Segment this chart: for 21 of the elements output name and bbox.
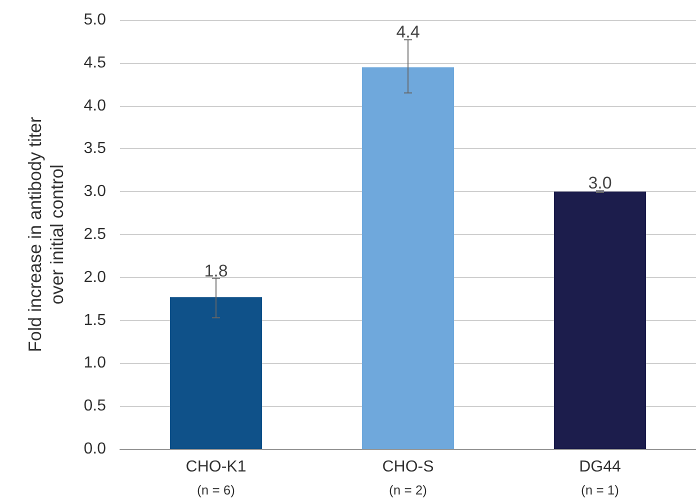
x-tick-label: DG44 (n = 1) xyxy=(579,458,621,498)
y-tick-label: 1.0 xyxy=(84,354,106,372)
y-tick-label: 0.0 xyxy=(84,440,106,458)
bar xyxy=(554,192,646,449)
data-label: 3.0 xyxy=(588,174,612,193)
x-tick-label: CHO-K1 (n = 6) xyxy=(186,458,246,498)
bar xyxy=(362,67,454,449)
y-tick-label: 2.5 xyxy=(84,226,106,243)
data-label: 4.4 xyxy=(396,22,420,42)
y-tick-label: 4.0 xyxy=(84,97,106,114)
bar xyxy=(170,297,262,449)
y-tick-label: 3.5 xyxy=(84,140,106,158)
y-axis-title: Fold increase in antibody titer over initial control xyxy=(25,116,67,352)
y-tick-label: 0.5 xyxy=(84,398,106,415)
y-tick-label: 2.0 xyxy=(84,268,106,286)
y-tick-label: 1.5 xyxy=(84,312,106,329)
data-label: 1.8 xyxy=(204,261,228,280)
y-tick-label: 4.5 xyxy=(84,54,106,72)
x-tick-label: CHO-S (n = 2) xyxy=(382,458,434,498)
y-tick-label: 5.0 xyxy=(84,12,106,28)
y-tick-label: 3.0 xyxy=(84,183,106,200)
